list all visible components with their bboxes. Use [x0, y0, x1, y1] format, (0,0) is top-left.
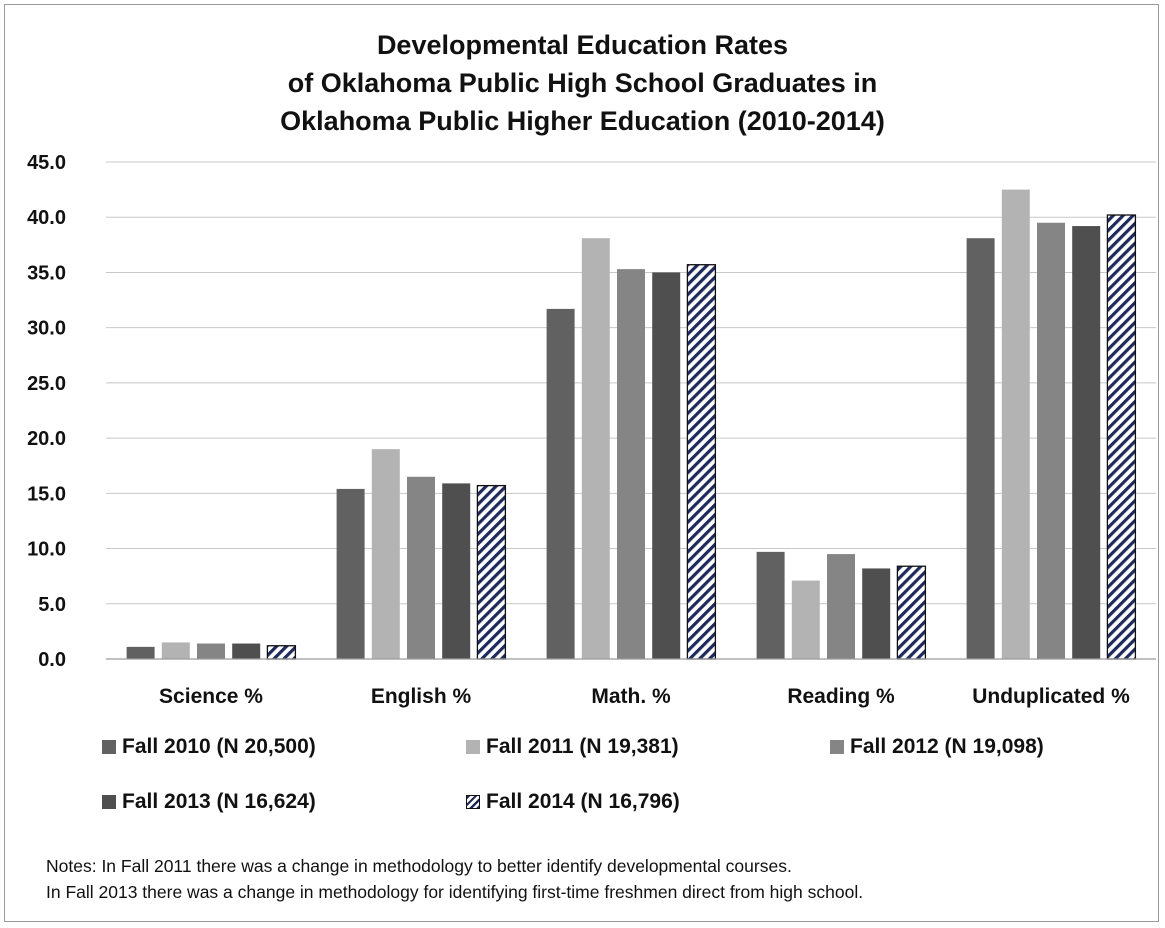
title-line-3: Oklahoma Public Higher Education (2010-2…: [280, 106, 885, 136]
legend-swatch: [102, 795, 116, 809]
legend-item: Fall 2011 (N 19,381): [466, 735, 679, 759]
bar: [756, 551, 785, 659]
legend-swatch: [466, 740, 480, 754]
y-tick-label: 45.0: [27, 152, 66, 174]
title-line-1: Developmental Education Rates: [376, 30, 789, 60]
bar: [1037, 222, 1065, 659]
notes: Notes: In Fall 2011 there was a change i…: [46, 853, 863, 905]
bar: [161, 642, 190, 659]
y-tick-label: 40.0: [27, 207, 66, 229]
bar: [581, 238, 610, 659]
legend-item: Fall 2010 (N 20,500): [102, 735, 316, 759]
legend-item: Fall 2012 (N 19,098): [830, 735, 1044, 759]
bar: [442, 483, 471, 659]
title-line-2: of Oklahoma Public High School Graduates…: [287, 68, 878, 98]
bar: [1106, 214, 1137, 660]
y-tick-label: 5.0: [38, 594, 66, 616]
chart-frame: [4, 4, 1159, 922]
bar: [1072, 226, 1101, 659]
legend-swatch: [830, 740, 844, 754]
bar: [371, 449, 400, 659]
legend-label: Fall 2011 (N 19,381): [486, 735, 679, 758]
y-tick-label: 0.0: [38, 649, 66, 671]
y-tick-label: 10.0: [27, 539, 66, 561]
legend-label: Fall 2010 (N 20,500): [122, 735, 316, 758]
y-tick-label: 15.0: [27, 483, 66, 505]
y-axis-ticks: 0.0 5.0 10.0 15.0 20.0 25.0 30.0 35.0 40.0 45.0: [27, 152, 66, 671]
y-tick-label: 20.0: [27, 428, 66, 450]
bar: [791, 580, 820, 659]
note-line-2: In Fall 2013 there was a change in metho…: [46, 882, 864, 902]
note-line-1: Notes: In Fall 2011 there was a change i…: [46, 856, 792, 876]
legend-label: Fall 2013 (N 16,624): [122, 790, 316, 813]
chart-title: Developmental Education Rates of Oklahom…: [0, 26, 1165, 140]
bar: [652, 272, 681, 659]
bar: [232, 643, 261, 659]
bar: [1001, 189, 1030, 659]
bar: [617, 269, 645, 659]
bar: [266, 645, 297, 660]
bar: [546, 308, 575, 659]
x-category-label: Unduplicated %: [972, 685, 1130, 708]
bar: [896, 565, 927, 660]
bar: [966, 238, 995, 659]
bars: [126, 189, 1137, 660]
bar: [862, 568, 891, 659]
legend-item: Fall 2014 (N 16,796): [466, 790, 680, 814]
legend-label: Fall 2014 (N 16,796): [486, 790, 680, 813]
x-category-label: Science %: [159, 685, 263, 708]
bar: [686, 264, 717, 660]
bar: [407, 476, 435, 659]
legend-swatch: [102, 740, 116, 754]
bar: [827, 554, 855, 659]
x-category-label: Math. %: [591, 685, 671, 708]
bar: [476, 484, 507, 660]
legend-label: Fall 2012 (N 19,098): [850, 735, 1044, 758]
legend-swatch: [466, 795, 480, 809]
y-tick-label: 25.0: [27, 373, 66, 395]
bar: [336, 488, 365, 659]
legend-item: Fall 2013 (N 16,624): [102, 790, 316, 814]
x-category-label: English %: [371, 685, 472, 708]
bar: [197, 643, 225, 659]
y-tick-label: 35.0: [27, 262, 66, 284]
y-tick-label: 30.0: [27, 318, 66, 340]
x-category-label: Reading %: [787, 685, 895, 708]
bar: [126, 646, 155, 659]
category-labels: Science % English % Math. % Reading % Undupl…: [159, 685, 1130, 708]
